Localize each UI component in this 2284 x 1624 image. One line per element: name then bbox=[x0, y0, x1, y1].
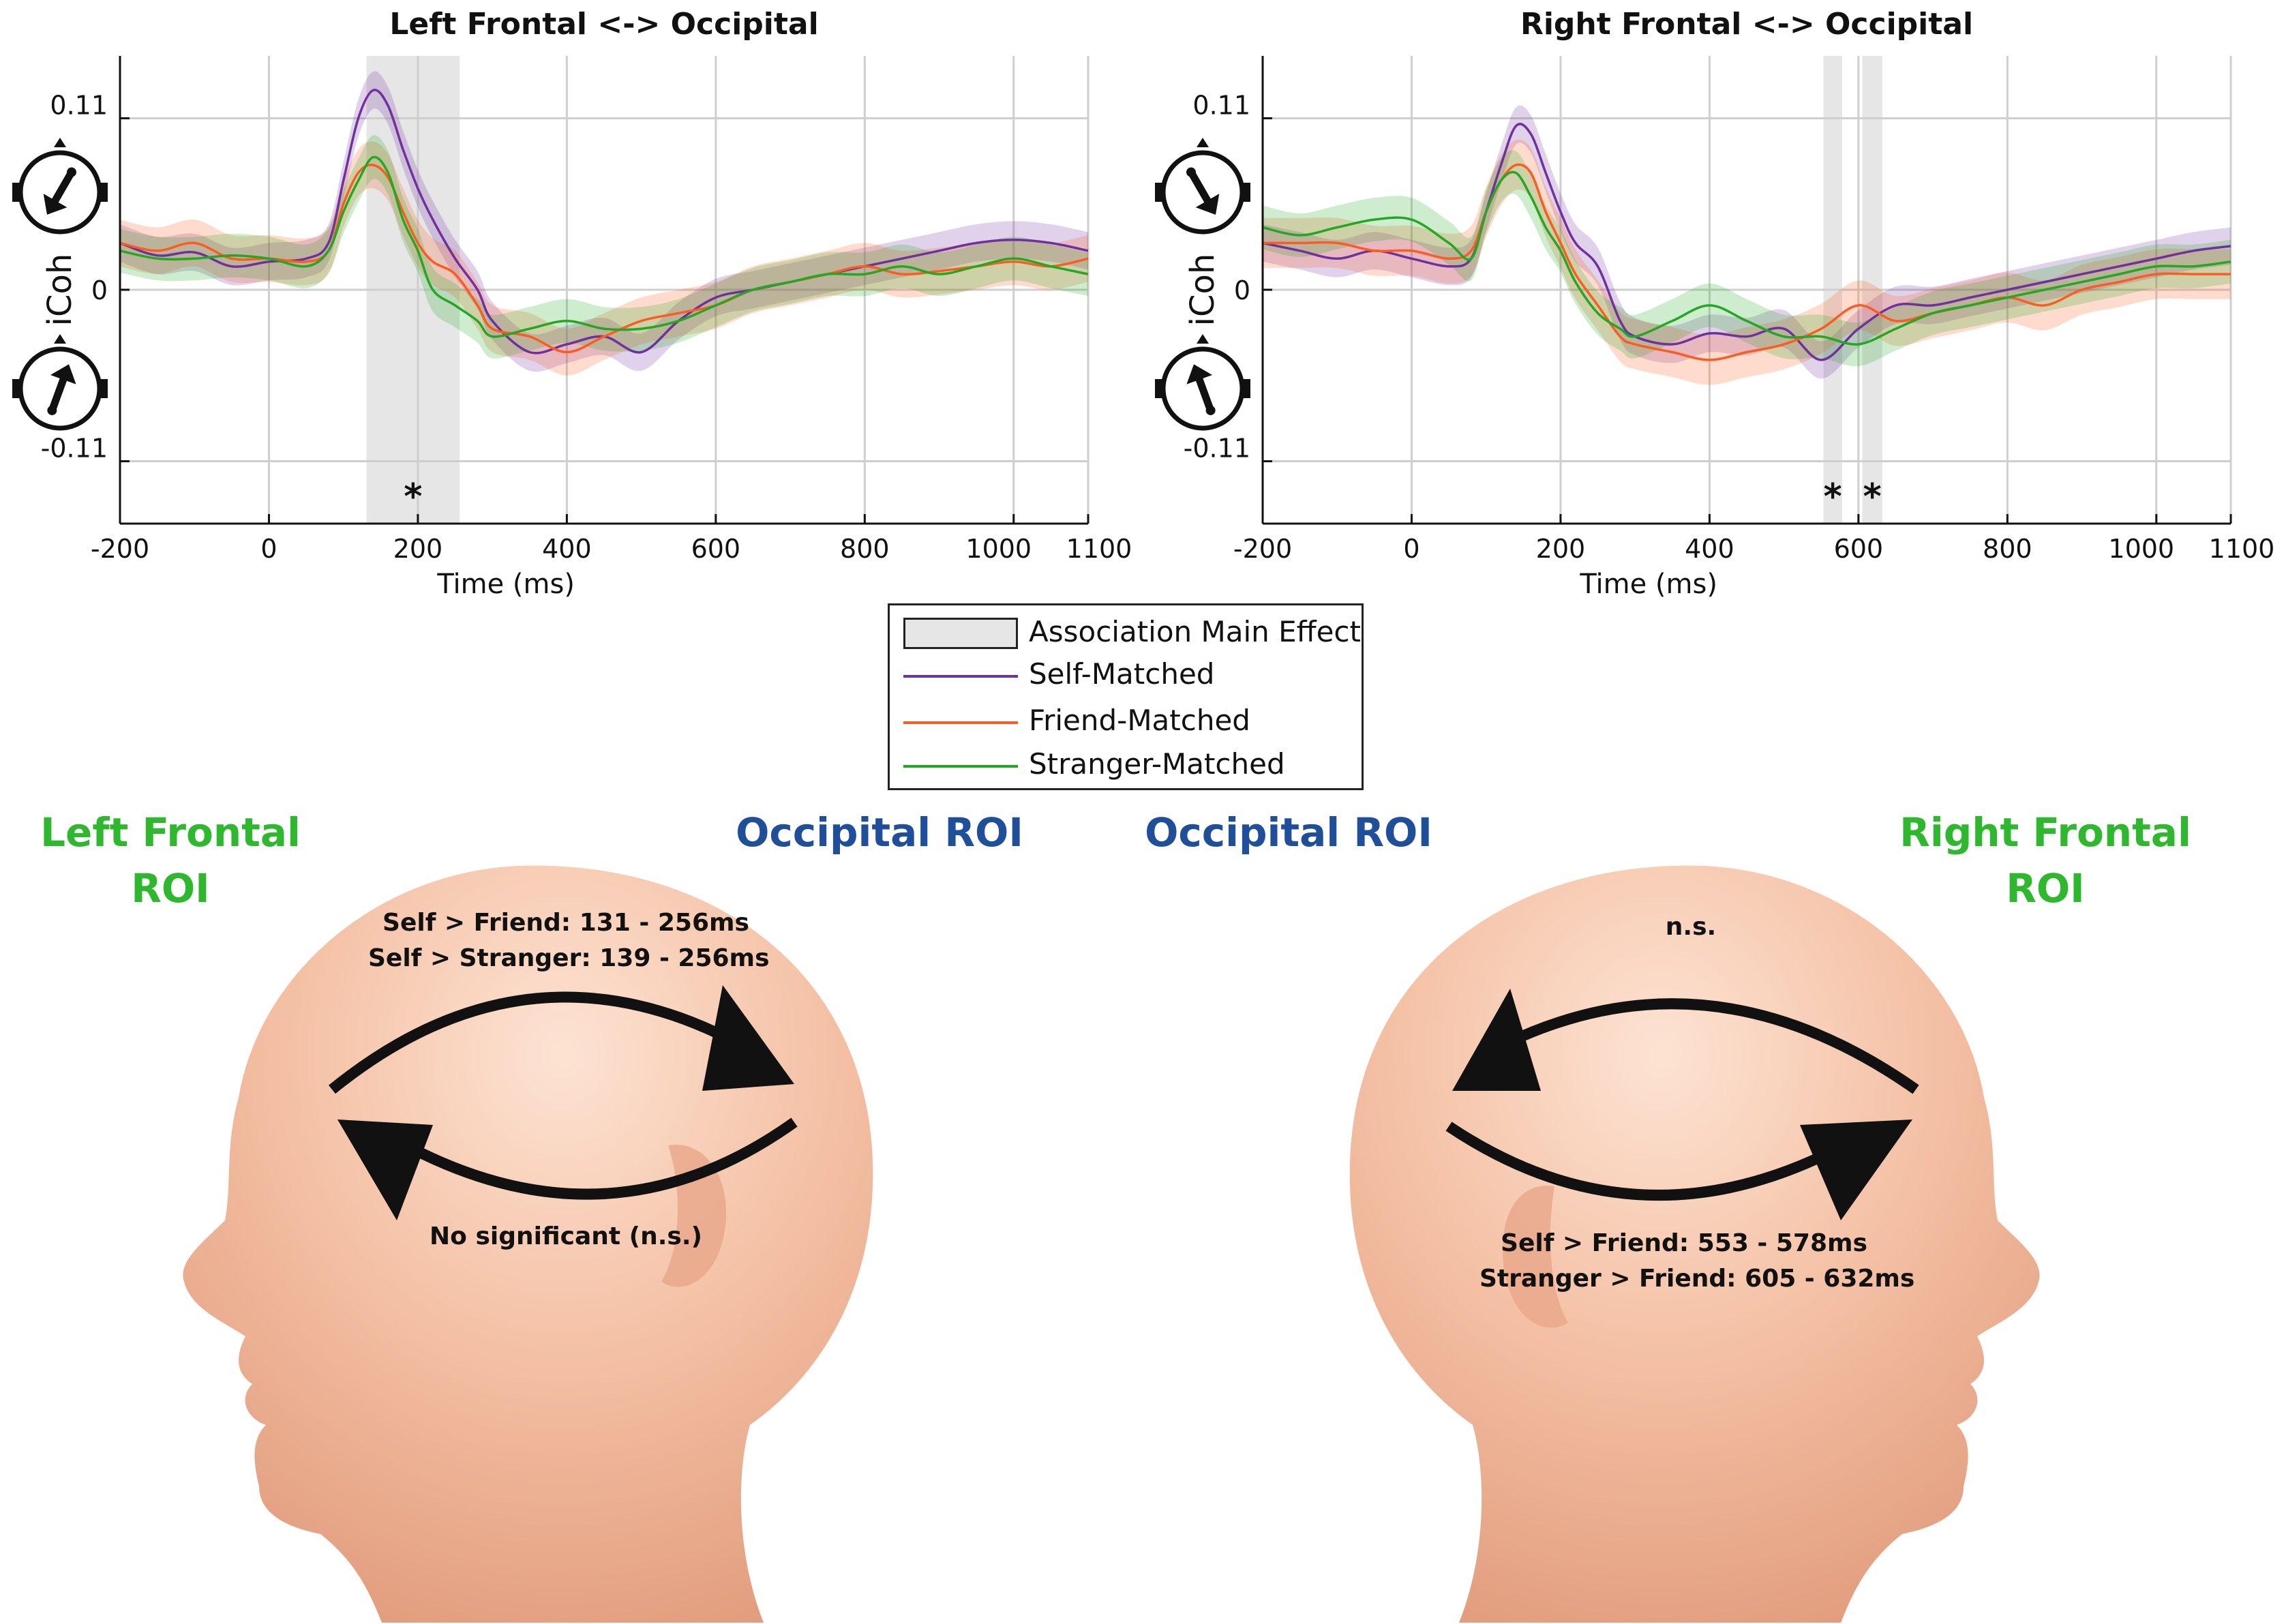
right-frontal-roi-label: Right Frontal ROI bbox=[1889, 805, 2202, 916]
left-top-annotation-line2: Self > Stranger: 139 - 256ms bbox=[368, 944, 770, 972]
left-xtick-label-0: -200 bbox=[91, 534, 149, 564]
right-xtick-label-6: 1000 bbox=[2108, 534, 2174, 564]
legend-label-self: Self-Matched bbox=[1029, 657, 1215, 691]
right-bottom-annotation-line2: Stranger > Friend: 605 - 632ms bbox=[1479, 1265, 1915, 1293]
left-ytick-label-0: -0.11 bbox=[41, 434, 108, 464]
right-xtick-label-4: 600 bbox=[1834, 534, 1884, 564]
legend-line-friend bbox=[903, 721, 1018, 724]
right-top-annotation: n.s. bbox=[1665, 913, 1717, 941]
left-xtick-label-4: 600 bbox=[691, 534, 741, 564]
left-frontal-roi-label: Left Frontal ROI bbox=[27, 805, 314, 916]
right-ytick-label-1: 0 bbox=[1234, 275, 1250, 305]
left-line-self-matched bbox=[119, 89, 1089, 355]
left-backward-arrow bbox=[337, 1117, 798, 1220]
left-ytick-label-1: 0 bbox=[91, 275, 108, 305]
left-chart: -200 0 200 400 600 800 1000 1100 -0.11 0 0.11 Time … bbox=[12, 56, 1132, 600]
left-ylabel: iCoh bbox=[41, 254, 79, 327]
right-ylabel: iCoh bbox=[1184, 254, 1222, 327]
left-xtick-label-5: 800 bbox=[840, 534, 890, 564]
left-ytick-label-2: 0.11 bbox=[50, 90, 108, 120]
legend-item-friend: Friend-Matched bbox=[890, 702, 1362, 743]
left-xtick-label-7: 1100 bbox=[1066, 534, 1132, 564]
right-line-stranger-matched bbox=[1262, 170, 2232, 346]
left-occipital-roi-label: Occipital ROI bbox=[736, 809, 1023, 856]
right-xtick-label-1: 0 bbox=[1403, 534, 1419, 564]
right-ytick-label-2: 0.11 bbox=[1192, 90, 1250, 120]
legend-shade-swatch bbox=[903, 618, 1018, 649]
heads-illustration bbox=[183, 865, 2040, 1623]
right-line-friend-matched bbox=[1263, 163, 2231, 361]
right-band-friend-matched bbox=[1263, 139, 2231, 385]
right-xtick-label-7: 1100 bbox=[2209, 534, 2275, 564]
left-significance-star-0: * bbox=[404, 477, 422, 517]
left-top-annotation-line1: Self > Friend: 131 - 256ms bbox=[382, 909, 749, 937]
right-forward-arrow bbox=[1445, 1119, 1912, 1220]
left-icon-frontal-to-occipital bbox=[12, 138, 108, 235]
right-bottom-annotation-line1: Self > Friend: 553 - 578ms bbox=[1501, 1229, 1867, 1257]
right-frontal-roi-line1: Right Frontal bbox=[1899, 809, 2191, 856]
right-xtick-label-5: 800 bbox=[1983, 534, 2032, 564]
legend-label-friend: Friend-Matched bbox=[1029, 704, 1250, 737]
left-plot-title: Left Frontal <-> Occipital bbox=[389, 7, 819, 42]
left-frontal-roi-line2: ROI bbox=[131, 865, 210, 912]
left-xlabel: Time (ms) bbox=[436, 569, 575, 600]
legend-line-self bbox=[903, 675, 1018, 678]
right-band-stranger-matched bbox=[1263, 150, 2231, 367]
legend: Association Main Effect Self-Matched Fri… bbox=[888, 603, 1364, 790]
left-xtick-label-1: 0 bbox=[260, 534, 277, 564]
left-icon-occipital-to-frontal bbox=[12, 334, 108, 431]
left-line-friend-matched bbox=[119, 164, 1089, 354]
right-xtick-label-2: 200 bbox=[1536, 534, 1586, 564]
legend-line-stranger bbox=[903, 765, 1018, 768]
right-chart: -200 0 200 400 600 800 1000 1100 -0.11 0 0.11 Time … bbox=[1155, 56, 2275, 600]
right-xlabel: Time (ms) bbox=[1579, 569, 1717, 600]
right-icon-frontal-to-occipital bbox=[1155, 138, 1250, 235]
right-significance-star-0: * bbox=[1824, 477, 1842, 517]
legend-item-self: Self-Matched bbox=[890, 656, 1362, 697]
right-bottom-annotation: Self > Friend: 553 - 578ms Stranger > Fr… bbox=[1479, 1226, 1915, 1297]
legend-item-association: Association Main Effect bbox=[890, 614, 1362, 655]
right-ytick-label-0: -0.11 bbox=[1184, 434, 1250, 464]
left-xtick-label-3: 400 bbox=[542, 534, 592, 564]
left-band-stranger-matched bbox=[120, 135, 1088, 359]
left-xtick-label-6: 1000 bbox=[965, 534, 1032, 564]
right-plot-title: Right Frontal <-> Occipital bbox=[1520, 7, 1974, 42]
left-forward-arrow bbox=[328, 985, 794, 1094]
right-band-self-matched bbox=[1263, 105, 2231, 379]
right-backward-arrow bbox=[1452, 989, 1919, 1094]
legend-label-stranger: Stranger-Matched bbox=[1029, 747, 1285, 781]
right-frontal-roi-line2: ROI bbox=[2006, 865, 2085, 912]
left-frontal-roi-line1: Left Frontal bbox=[40, 809, 301, 856]
left-xtick-label-2: 200 bbox=[393, 534, 443, 564]
right-xtick-label-3: 400 bbox=[1685, 534, 1734, 564]
left-top-annotation: Self > Friend: 131 - 256ms Self > Strang… bbox=[368, 905, 770, 976]
right-occipital-roi-label: Occipital ROI bbox=[1145, 809, 1432, 856]
right-significance-star-1: * bbox=[1863, 477, 1881, 517]
left-bottom-annotation: No significant (n.s.) bbox=[430, 1222, 702, 1250]
legend-item-stranger: Stranger-Matched bbox=[890, 746, 1362, 787]
right-xtick-label-0: -200 bbox=[1233, 534, 1292, 564]
left-line-stranger-matched bbox=[119, 155, 1089, 338]
right-icon-occipital-to-frontal bbox=[1155, 334, 1250, 431]
legend-shade-label: Association Main Effect bbox=[1029, 615, 1361, 648]
